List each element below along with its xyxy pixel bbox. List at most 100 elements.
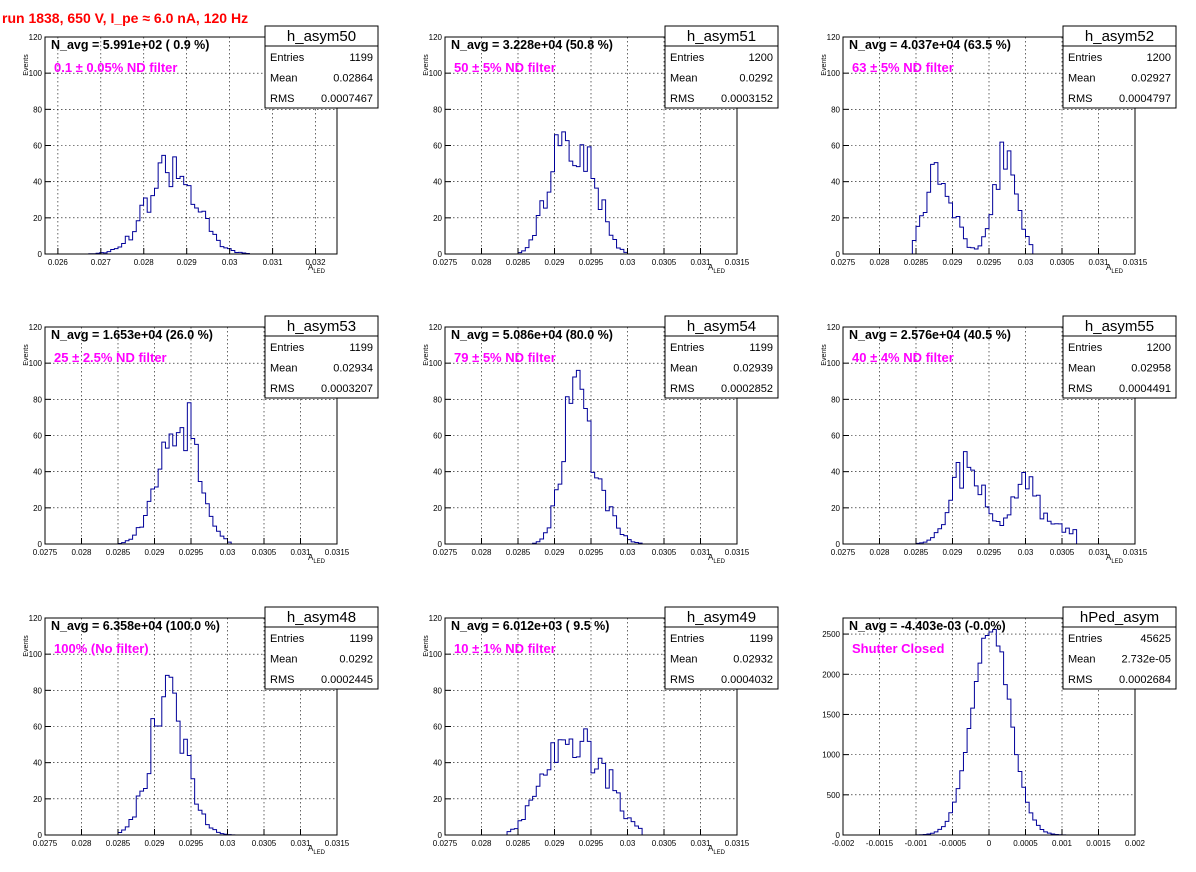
stats-value: 0.0007467 [321, 93, 373, 105]
x-tick-label: 0.028 [71, 839, 92, 848]
x-tick-label: 0.0285 [506, 548, 531, 557]
y-tick-label: 40 [33, 178, 42, 187]
x-tick-label: 0.0315 [325, 839, 350, 848]
stats-title: h_asym55 [1085, 318, 1154, 335]
x-tick-label: 0.03 [1018, 548, 1034, 557]
navg-label: N_avg = 5.086e+04 (80.0 %) [451, 328, 613, 342]
y-tick-label: 40 [433, 468, 442, 477]
stats-value: 0.0292 [739, 73, 773, 85]
stats-key: RMS [1068, 674, 1092, 686]
x-tick-label: -0.001 [905, 839, 928, 848]
stats-box [264, 25, 379, 109]
y-tick-label: 100 [429, 69, 443, 78]
y-tick-label: 2500 [822, 630, 840, 639]
x-axis-label: ALED [308, 844, 326, 856]
stats-key: Entries [670, 342, 705, 354]
x-tick-label: 0.031 [263, 258, 284, 267]
histogram-line [45, 402, 337, 545]
filter-note: 50 ± 5% ND filter [454, 60, 556, 75]
y-axis-label: Events [821, 344, 828, 366]
x-tick-label: 0.029 [544, 839, 565, 848]
filter-note: 40 ± 4% ND filter [852, 350, 954, 365]
x-tick-label: 0.029 [144, 839, 165, 848]
x-axis-label: ALED [308, 553, 326, 565]
stats-key: Mean [270, 363, 298, 375]
stats-key: Mean [670, 363, 698, 375]
y-tick-label: 0 [438, 540, 443, 549]
y-tick-label: 100 [29, 359, 43, 368]
stats-box [1062, 25, 1177, 109]
filter-note: 0.1 ± 0.05% ND filter [54, 60, 177, 75]
x-tick-label: 0.0295 [179, 839, 204, 848]
x-tick-label: -0.0005 [939, 839, 967, 848]
histogram-panel-h_asym51: 0.0275 0.028 0.0285 0.029 0.0295 0.03 0.0305 0.… [423, 25, 779, 275]
y-tick-label: 40 [433, 759, 442, 768]
x-tick-label: 0.028 [869, 258, 890, 267]
x-tick-label: 0.0295 [579, 548, 604, 557]
x-axis-label-subscript: LED [313, 559, 325, 565]
x-axis-label: ALED [1106, 553, 1124, 565]
x-tick-label: 0.03 [1018, 258, 1034, 267]
y-tick-label: 60 [831, 432, 840, 441]
filter-note: Shutter Closed [852, 641, 945, 656]
y-tick-label: 100 [827, 69, 841, 78]
navg-label: N_avg = 6.012e+03 ( 9.5 %) [451, 619, 609, 633]
histogram-line [843, 451, 1135, 545]
y-tick-label: 80 [33, 395, 42, 404]
histogram-panel-h_asym50: 0.026 0.027 0.028 0.029 0.03 0.031 0.032 0 20 40 6… [23, 25, 379, 275]
x-tick-label: 0.0295 [579, 839, 604, 848]
stats-value: 1199 [749, 633, 773, 645]
navg-label: N_avg = 4.037e+04 (63.5 %) [849, 38, 1011, 52]
stats-value: 1199 [349, 52, 373, 64]
y-tick-label: 60 [831, 142, 840, 151]
x-tick-label: -0.002 [832, 839, 855, 848]
stats-title: h_asym49 [687, 609, 756, 626]
x-tick-label: 0.0275 [433, 258, 458, 267]
x-tick-label: 0.028 [471, 258, 492, 267]
x-tick-label: 0.0285 [506, 258, 531, 267]
x-tick-label: 0.0295 [977, 258, 1002, 267]
y-tick-label: 0 [438, 250, 443, 259]
y-axis-label: Events [23, 635, 30, 657]
stats-value: 1200 [1147, 52, 1171, 64]
stats-value: 0.0004797 [1119, 93, 1171, 105]
histogram-panel-h_asym54: 0.0275 0.028 0.0285 0.029 0.0295 0.03 0.0305 0.… [423, 315, 779, 565]
y-tick-label: 2000 [822, 670, 840, 679]
x-axis-label: ALED [708, 553, 726, 565]
stats-key: Entries [670, 633, 705, 645]
y-tick-label: 120 [29, 614, 43, 623]
x-axis-label: ALED [708, 263, 726, 275]
x-tick-label: 0.029 [942, 258, 963, 267]
stats-title: hPed_asym [1080, 609, 1159, 626]
x-tick-label: 0.028 [471, 548, 492, 557]
y-axis-label: Events [423, 344, 430, 366]
stats-title: h_asym54 [687, 318, 756, 335]
stats-title: h_asym53 [287, 318, 356, 335]
y-tick-label: 100 [429, 359, 443, 368]
stats-box [264, 606, 379, 690]
x-tick-label: 0.031 [690, 839, 711, 848]
x-tick-label: 0.0285 [106, 548, 131, 557]
x-axis-label-subscript: LED [1111, 559, 1123, 565]
x-tick-label: 0.0275 [831, 548, 856, 557]
y-tick-label: 80 [433, 395, 442, 404]
x-tick-label: 0.029 [544, 258, 565, 267]
x-tick-label: 0.0295 [579, 258, 604, 267]
filter-note: 25 ± 2.5% ND filter [54, 350, 167, 365]
y-tick-label: 40 [831, 178, 840, 187]
y-tick-label: 80 [433, 105, 442, 114]
y-tick-label: 20 [831, 504, 840, 513]
x-axis-label: ALED [1106, 263, 1124, 275]
y-tick-label: 100 [29, 650, 43, 659]
x-tick-label: 0.002 [1125, 839, 1146, 848]
y-tick-label: 0 [38, 250, 43, 259]
x-tick-label: 0.029 [544, 548, 565, 557]
navg-label: N_avg = 2.576e+04 (40.5 %) [849, 328, 1011, 342]
x-tick-label: 0.029 [942, 548, 963, 557]
y-axis-label: Events [23, 344, 30, 366]
y-tick-label: 20 [33, 504, 42, 513]
stats-value: 1200 [1147, 342, 1171, 354]
stats-value: 45625 [1140, 633, 1171, 645]
stats-box [664, 606, 779, 690]
y-tick-label: 0 [836, 540, 841, 549]
